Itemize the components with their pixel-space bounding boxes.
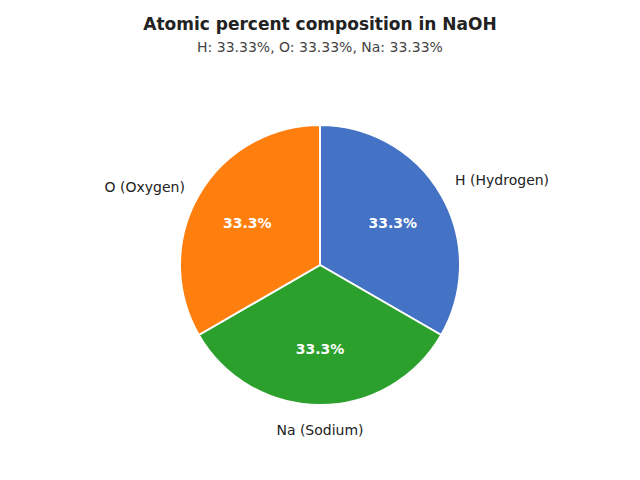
title: Atomic percent composition in NaOH (143, 14, 496, 34)
data-label: 33.3% (296, 341, 345, 357)
subtitle: H: 33.33%, O: 33.33%, Na: 33.33% (197, 39, 443, 55)
chart-container: Atomic percent composition in NaOH H: 33.… (0, 0, 640, 480)
pie-slice (180, 125, 320, 335)
pie (180, 125, 460, 405)
data-label: 33.3% (223, 215, 272, 231)
chart: Atomic percent composition in NaOH H: 33.… (0, 0, 640, 480)
category-label: Na (Sodium) (276, 422, 363, 438)
category-label: H (Hydrogen) (455, 172, 549, 188)
labels: H (Hydrogen) 33.3% Na (Sodium) 33.3% O (Oxyg… (105, 172, 550, 438)
category-label: O (Oxygen) (105, 179, 185, 195)
data-label: 33.3% (368, 215, 417, 231)
